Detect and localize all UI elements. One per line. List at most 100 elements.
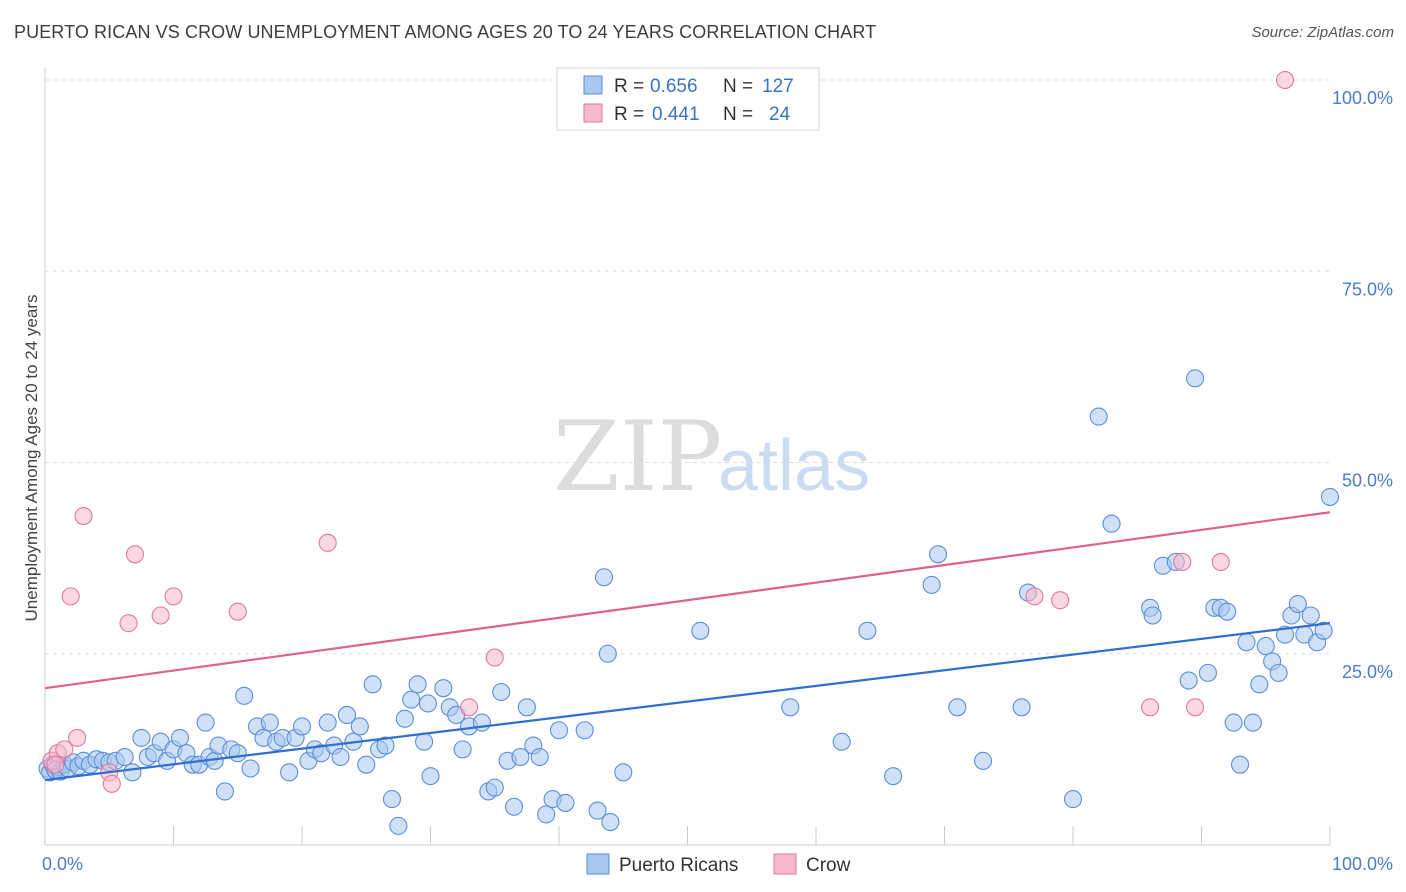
data-point-puerto-ricans [575, 721, 594, 740]
data-point-puerto-ricans [123, 763, 142, 782]
data-point-puerto-ricans [1218, 602, 1237, 621]
data-point-crow [485, 648, 504, 667]
data-point-puerto-ricans [170, 728, 189, 747]
y-tick-labels: 25.0% 50.0% 75.0% 100.0% [1332, 88, 1393, 682]
legend-swatch-puerto-ricans [583, 75, 603, 95]
data-point-puerto-ricans [337, 705, 357, 725]
data-point-puerto-ricans [549, 721, 569, 740]
data-point-puerto-ricans [280, 763, 299, 782]
data-point-puerto-ricans [1063, 790, 1083, 809]
data-point-crow [125, 545, 144, 564]
data-point-puerto-ricans [1012, 698, 1031, 717]
trend-line-puerto-ricans [44, 622, 1331, 782]
data-point-puerto-ricans [594, 568, 614, 587]
data-point-crow [55, 740, 74, 759]
data-point-puerto-ricans [1275, 625, 1295, 644]
watermark-zip: ZIP [553, 401, 722, 513]
data-point-puerto-ricans [973, 751, 993, 770]
data-point-puerto-ricans [588, 801, 607, 820]
data-point-puerto-ricans [350, 717, 369, 736]
trend-lines [44, 511, 1331, 782]
data-point-crow [61, 587, 80, 606]
data-point-puerto-ricans [402, 690, 421, 709]
data-point-puerto-ricans [1089, 407, 1108, 426]
data-point-crow [228, 602, 247, 621]
bottom-legend-swatch-puerto-ricans [586, 853, 610, 875]
data-point-puerto-ricans [598, 644, 617, 663]
data-point-puerto-ricans [1320, 487, 1340, 506]
axes [44, 68, 1331, 846]
data-point-crow [164, 587, 183, 606]
data-point-puerto-ricans [318, 713, 337, 732]
data-point-puerto-ricans [1243, 713, 1262, 732]
data-point-puerto-ricans [1186, 369, 1205, 388]
data-point-crow [1211, 552, 1230, 572]
data-point-crow [74, 506, 93, 526]
data-point-puerto-ricans [395, 709, 414, 728]
data-point-puerto-ricans [434, 679, 453, 698]
data-point-puerto-ricans [408, 675, 427, 694]
legend-r-label: R = [614, 76, 644, 97]
data-point-puerto-ricans [1256, 637, 1275, 656]
data-point-puerto-ricans [363, 675, 382, 694]
legend-n-label: N = [723, 104, 753, 125]
watermark: ZIP atlas [553, 401, 870, 513]
data-point-crow [1051, 591, 1070, 610]
legend-n-label: N = [723, 76, 753, 97]
legend: R = 0.656 N = 127 R = 0.441 N = 24 [556, 67, 820, 131]
y-axis-label: Unemployment Among Ages 20 to 24 years [22, 295, 41, 622]
data-point-puerto-ricans [858, 621, 877, 640]
data-point-puerto-ricans [1250, 675, 1269, 694]
data-point-puerto-ricans [1179, 671, 1198, 690]
data-point-puerto-ricans [389, 816, 408, 835]
trend-line-crow [44, 511, 1331, 690]
data-point-puerto-ricans [132, 728, 151, 747]
data-point-puerto-ricans [884, 767, 903, 786]
data-point-puerto-ricans [215, 782, 234, 801]
y-tick-label: 25.0% [1342, 662, 1393, 682]
data-point-puerto-ricans [228, 744, 247, 763]
data-point-puerto-ricans [492, 682, 511, 702]
data-point-puerto-ricans [1198, 663, 1217, 682]
data-point-puerto-ricans [382, 790, 402, 809]
data-point-puerto-ricans [1288, 594, 1307, 614]
data-point-puerto-ricans [235, 686, 254, 705]
data-point-puerto-ricans [537, 805, 556, 824]
data-point-crow [119, 614, 138, 633]
x-tick-label: 100.0% [1332, 854, 1393, 874]
source-label: Source: ZipAtlas.com [1251, 24, 1394, 41]
legend-n-value: 24 [769, 104, 791, 125]
bottom-legend-label: Crow [806, 855, 851, 876]
y-tick-label: 100.0% [1332, 88, 1393, 108]
data-point-puerto-ricans [504, 797, 524, 816]
y-tick-label: 75.0% [1342, 279, 1393, 299]
data-point-puerto-ricans [260, 713, 279, 732]
data-point-puerto-ricans [415, 732, 434, 751]
data-point-crow [151, 606, 170, 625]
data-point-puerto-ricans [1237, 633, 1256, 652]
data-point-puerto-ricans [1224, 713, 1243, 732]
data-point-puerto-ricans [691, 621, 710, 640]
data-point-puerto-ricans [472, 713, 491, 732]
data-point-crow [1025, 587, 1044, 606]
data-point-puerto-ricans [1269, 663, 1288, 682]
chart-title: PUERTO RICAN VS CROW UNEMPLOYMENT AMONG … [14, 22, 877, 42]
data-point-puerto-ricans [241, 759, 260, 778]
legend-n-value: 127 [762, 76, 794, 97]
legend-swatch-crow [583, 103, 603, 123]
x-tick-labels: 0.0% 100.0% [42, 854, 1393, 874]
data-point-crow [1173, 552, 1192, 572]
x-tick-label: 0.0% [42, 854, 83, 874]
data-point-crow [68, 728, 87, 747]
data-point-puerto-ricans [485, 778, 504, 797]
data-point-crow [1141, 698, 1160, 717]
data-point-crow [459, 698, 479, 717]
data-point-puerto-ricans [1143, 606, 1162, 625]
data-point-puerto-ricans [376, 736, 395, 755]
data-point-puerto-ricans [357, 755, 376, 774]
legend-r-value: 0.656 [650, 76, 698, 97]
legend-r-label: R = [614, 104, 644, 125]
data-point-puerto-ricans [453, 740, 472, 759]
data-point-puerto-ricans [530, 747, 549, 767]
data-point-puerto-ricans [1301, 606, 1320, 625]
